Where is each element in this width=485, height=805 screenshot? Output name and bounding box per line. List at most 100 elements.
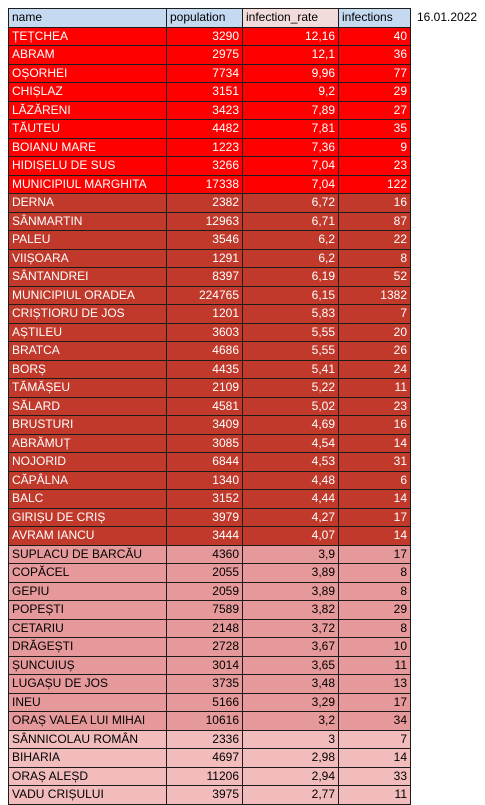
cell-name[interactable]: CRIȘTIORU DE JOS (8, 304, 167, 324)
cell-name[interactable]: SUPLACU DE BARCĂU (8, 544, 167, 564)
cell-population[interactable]: 1201 (166, 304, 243, 324)
cell-infections[interactable]: 17 (338, 692, 411, 712)
cell-population[interactable]: 3290 (166, 26, 243, 46)
cell-infections[interactable]: 16 (338, 415, 411, 435)
cell-population[interactable]: 224765 (166, 285, 243, 305)
cell-population[interactable]: 2148 (166, 618, 243, 638)
cell-infections[interactable]: 1382 (338, 285, 411, 305)
cell-infections[interactable]: 10 (338, 637, 411, 657)
cell-infections[interactable]: 8 (338, 618, 411, 638)
cell-name[interactable]: CHIȘLAZ (8, 82, 167, 102)
cell-name[interactable]: LUGAȘU DE JOS (8, 674, 167, 694)
cell-infection-rate[interactable]: 5,02 (242, 396, 339, 416)
cell-population[interactable]: 3266 (166, 156, 243, 176)
cell-infections[interactable]: 40 (338, 26, 411, 46)
cell-population[interactable]: 2382 (166, 193, 243, 213)
cell-infections[interactable]: 17 (338, 544, 411, 564)
cell-population[interactable]: 17338 (166, 174, 243, 194)
cell-population[interactable]: 10616 (166, 711, 243, 731)
cell-population[interactable]: 3151 (166, 82, 243, 102)
cell-population[interactable]: 7734 (166, 63, 243, 83)
cell-infections[interactable]: 33 (338, 766, 411, 786)
cell-population[interactable]: 3444 (166, 526, 243, 546)
cell-population[interactable]: 1223 (166, 137, 243, 157)
cell-infection-rate[interactable]: 2,98 (242, 748, 339, 768)
cell-population[interactable]: 3603 (166, 322, 243, 342)
cell-infection-rate[interactable]: 5,55 (242, 341, 339, 361)
cell-population[interactable]: 3735 (166, 674, 243, 694)
cell-infections[interactable]: 8 (338, 248, 411, 268)
cell-name[interactable]: ABRAM (8, 45, 167, 65)
cell-name[interactable]: TĂUTEU (8, 119, 167, 139)
cell-name[interactable]: DERNA (8, 193, 167, 213)
cell-infection-rate[interactable]: 3,72 (242, 618, 339, 638)
cell-population[interactable]: 11206 (166, 766, 243, 786)
cell-infection-rate[interactable]: 3,29 (242, 692, 339, 712)
cell-infection-rate[interactable]: 5,22 (242, 378, 339, 398)
cell-population[interactable]: 12963 (166, 211, 243, 231)
cell-name[interactable]: CĂPÂLNA (8, 470, 167, 490)
cell-infection-rate[interactable]: 7,36 (242, 137, 339, 157)
cell-population[interactable]: 3152 (166, 489, 243, 509)
col-header-name[interactable]: name (8, 8, 167, 28)
cell-name[interactable]: ȚEȚCHEA (8, 26, 167, 46)
cell-infection-rate[interactable]: 2,77 (242, 785, 339, 805)
cell-infections[interactable]: 11 (338, 655, 411, 675)
cell-infections[interactable]: 14 (338, 433, 411, 453)
cell-infections[interactable]: 6 (338, 470, 411, 490)
cell-infection-rate[interactable]: 3,9 (242, 544, 339, 564)
cell-infection-rate[interactable]: 6,15 (242, 285, 339, 305)
cell-name[interactable]: SÂNTANDREI (8, 267, 167, 287)
cell-infection-rate[interactable]: 6,71 (242, 211, 339, 231)
cell-infections[interactable]: 36 (338, 45, 411, 65)
cell-population[interactable]: 3546 (166, 230, 243, 250)
cell-population[interactable]: 4360 (166, 544, 243, 564)
cell-name[interactable]: MUNICIPIUL ORADEA (8, 285, 167, 305)
cell-infection-rate[interactable]: 3,65 (242, 655, 339, 675)
cell-population[interactable]: 3085 (166, 433, 243, 453)
cell-infection-rate[interactable]: 4,53 (242, 452, 339, 472)
cell-population[interactable]: 8397 (166, 267, 243, 287)
cell-population[interactable]: 2336 (166, 729, 243, 749)
cell-infections[interactable]: 14 (338, 748, 411, 768)
cell-name[interactable]: AȘTILEU (8, 322, 167, 342)
cell-name[interactable]: MUNICIPIUL MARGHITA (8, 174, 167, 194)
cell-infection-rate[interactable]: 5,41 (242, 359, 339, 379)
cell-name[interactable]: HIDIȘELU DE SUS (8, 156, 167, 176)
cell-population[interactable]: 4581 (166, 396, 243, 416)
cell-infections[interactable]: 29 (338, 82, 411, 102)
cell-name[interactable]: INEU (8, 692, 167, 712)
cell-population[interactable]: 5166 (166, 692, 243, 712)
cell-name[interactable]: CETARIU (8, 618, 167, 638)
cell-infection-rate[interactable]: 7,04 (242, 174, 339, 194)
cell-infections[interactable]: 24 (338, 359, 411, 379)
cell-population[interactable]: 3975 (166, 785, 243, 805)
cell-name[interactable]: BOIANU MARE (8, 137, 167, 157)
cell-infection-rate[interactable]: 3,48 (242, 674, 339, 694)
cell-infection-rate[interactable]: 3,82 (242, 600, 339, 620)
cell-infection-rate[interactable]: 3,89 (242, 581, 339, 601)
cell-population[interactable]: 7589 (166, 600, 243, 620)
cell-name[interactable]: LĂZĂRENI (8, 100, 167, 120)
cell-infections[interactable]: 35 (338, 119, 411, 139)
cell-infections[interactable]: 11 (338, 785, 411, 805)
cell-name[interactable]: GIRIȘU DE CRIȘ (8, 507, 167, 527)
cell-infection-rate[interactable]: 7,89 (242, 100, 339, 120)
cell-infections[interactable]: 17 (338, 507, 411, 527)
cell-name[interactable]: BALC (8, 489, 167, 509)
col-header-infections[interactable]: infections (338, 8, 411, 28)
cell-population[interactable]: 6844 (166, 452, 243, 472)
cell-infection-rate[interactable]: 3,67 (242, 637, 339, 657)
cell-population[interactable]: 3409 (166, 415, 243, 435)
cell-infection-rate[interactable]: 3 (242, 729, 339, 749)
cell-infections[interactable]: 7 (338, 304, 411, 324)
cell-name[interactable]: AVRAM IANCU (8, 526, 167, 546)
cell-infections[interactable]: 8 (338, 581, 411, 601)
cell-name[interactable]: GEPIU (8, 581, 167, 601)
cell-name[interactable]: BRATCA (8, 341, 167, 361)
cell-infection-rate[interactable]: 6,19 (242, 267, 339, 287)
cell-infections[interactable]: 77 (338, 63, 411, 83)
cell-infection-rate[interactable]: 2,94 (242, 766, 339, 786)
cell-infection-rate[interactable]: 4,07 (242, 526, 339, 546)
cell-infections[interactable]: 52 (338, 267, 411, 287)
